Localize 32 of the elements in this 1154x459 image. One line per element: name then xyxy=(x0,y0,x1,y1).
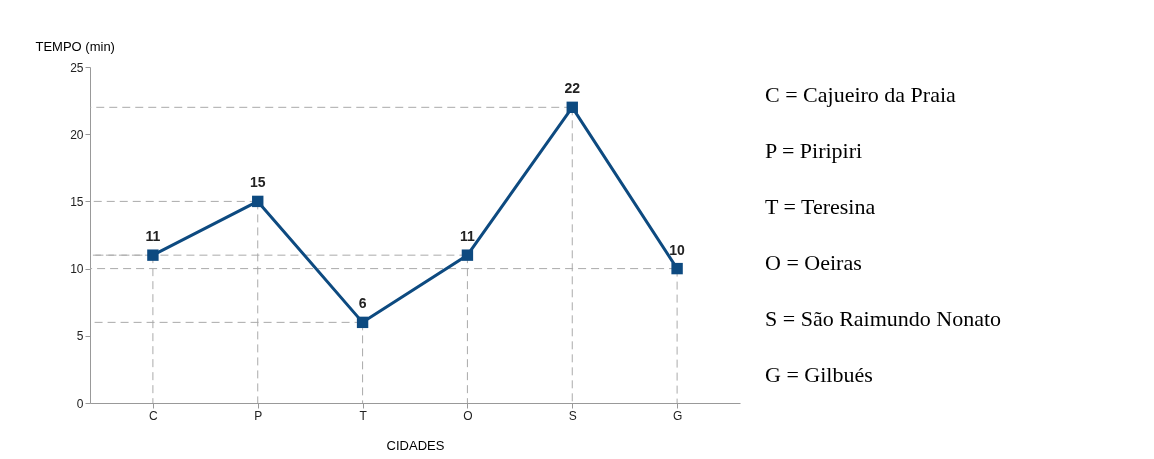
point xyxy=(671,262,683,275)
x-tick-label: T xyxy=(359,408,368,423)
point xyxy=(566,101,578,114)
y-axis-title: TEMPO (min) xyxy=(35,38,115,54)
data-label: 22 xyxy=(564,80,581,97)
x-tick-label: G xyxy=(672,408,683,423)
data-label: 11 xyxy=(460,228,476,245)
point xyxy=(147,249,159,261)
text: T = Teresina xyxy=(765,194,876,219)
x-tick-label: S xyxy=(568,408,577,423)
y-tick-label: 5 xyxy=(76,329,84,344)
x-axis-title: CIDADES xyxy=(386,437,445,453)
y-tick-label: 15 xyxy=(70,194,84,209)
x-tick-label: P xyxy=(254,408,263,423)
x-tick-label: C xyxy=(149,408,159,423)
point xyxy=(356,316,369,329)
data-label: 6 xyxy=(358,295,367,312)
text: P = Piripiri xyxy=(765,138,863,163)
y-tick-label: 10 xyxy=(70,262,84,277)
point xyxy=(252,195,264,208)
text: G = Gilbués xyxy=(765,362,873,387)
y-tick-label: 20 xyxy=(70,127,84,142)
text: S = São Raimundo Nonato xyxy=(765,306,1002,331)
y-tick-label: 25 xyxy=(70,60,84,75)
text: O = Oeiras xyxy=(765,250,862,275)
point xyxy=(461,249,474,261)
y-tick-label: 0 xyxy=(76,396,84,411)
x-tick-label: O xyxy=(463,408,473,423)
data-label: 10 xyxy=(669,241,686,258)
data-label: 11 xyxy=(145,228,161,245)
data-label: 15 xyxy=(249,174,266,191)
text: C = Cajueiro da Praia xyxy=(765,82,957,107)
